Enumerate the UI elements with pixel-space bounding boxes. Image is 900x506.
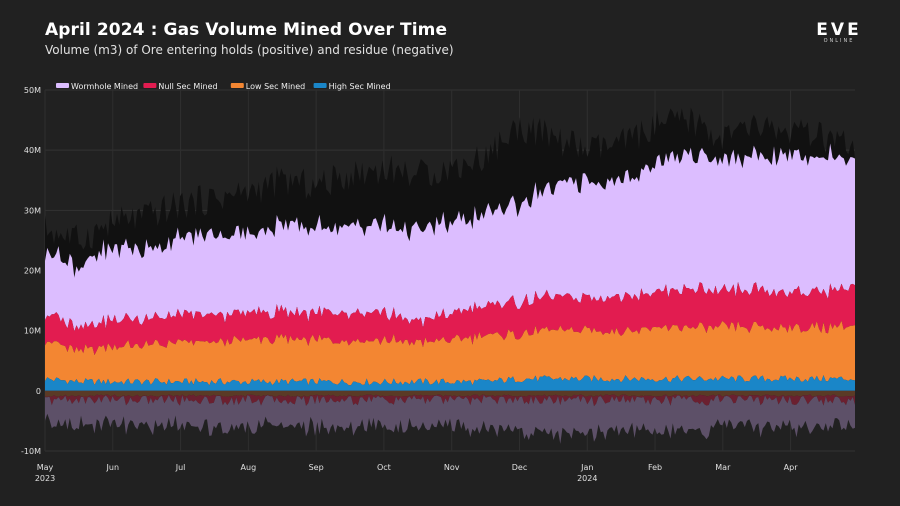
area-null-sec-mined bbox=[45, 282, 855, 356]
eve-online-logo: EVE ONLINE bbox=[812, 22, 866, 45]
legend-item: Wormhole Mined bbox=[56, 82, 138, 91]
legend-item: Null Sec Mined bbox=[143, 82, 218, 91]
legend-label: Null Sec Mined bbox=[158, 82, 217, 91]
x-tick-label: Jun bbox=[106, 463, 120, 472]
y-tick-label: 50M bbox=[24, 86, 41, 95]
legend-swatch bbox=[313, 83, 327, 88]
chart-title: April 2024 : Gas Volume Mined Over Time bbox=[45, 20, 448, 40]
x-tick-sublabel: 2024 bbox=[577, 474, 597, 483]
logo-sub-text: ONLINE bbox=[823, 38, 855, 44]
x-axis-ticks: May 2023 Jun Jul Aug Sep Oct Nov Dec Jan 2024 Feb Ma… bbox=[35, 463, 798, 483]
legend: Wormhole Mined Null Sec Mined Low Sec Mine… bbox=[56, 82, 391, 91]
area-low-sec-mined bbox=[45, 320, 855, 386]
x-tick-label: Sep bbox=[309, 463, 324, 472]
y-tick-label: 0 bbox=[36, 387, 41, 396]
legend-item: Low Sec Mined bbox=[230, 82, 305, 91]
x-tick-label: Feb bbox=[648, 463, 662, 472]
y-tick-label: 40M bbox=[24, 146, 41, 155]
legend-swatch bbox=[143, 83, 157, 88]
x-tick-label: Jul bbox=[175, 463, 186, 472]
logo-main-text: EVE bbox=[816, 20, 862, 40]
legend-swatch bbox=[56, 83, 69, 88]
area-residue-low-sec- bbox=[45, 390, 855, 397]
legend-swatch bbox=[230, 83, 244, 88]
x-tick-label: Jan bbox=[580, 463, 593, 472]
y-tick-label: 30M bbox=[24, 206, 41, 215]
y-tick-label: 20M bbox=[24, 267, 41, 276]
area-series bbox=[45, 107, 855, 444]
area-residue-null-sec- bbox=[45, 394, 855, 407]
x-tick-label: Nov bbox=[444, 463, 460, 472]
x-tick-label: Oct bbox=[377, 463, 391, 472]
legend-label: Low Sec Mined bbox=[246, 82, 305, 91]
legend-label: High Sec Mined bbox=[329, 82, 391, 91]
x-tick-label: May bbox=[37, 463, 54, 472]
chart-subtitle: Volume (m3) of Ore entering holds (posit… bbox=[45, 43, 454, 57]
y-axis-ticks: 50M 40M 30M 20M 10M 0 -10M bbox=[21, 86, 41, 456]
y-tick-label: -10M bbox=[21, 447, 41, 456]
x-tick-label: Apr bbox=[784, 463, 799, 472]
area-residue-wormhole- bbox=[45, 395, 855, 444]
area-high-sec-mined bbox=[45, 375, 855, 391]
x-tick-label: Mar bbox=[715, 463, 731, 472]
area-unaccounted bbox=[45, 107, 855, 278]
legend-label: Wormhole Mined bbox=[71, 82, 138, 91]
y-tick-label: 10M bbox=[24, 327, 41, 336]
x-tick-sublabel: 2023 bbox=[35, 474, 55, 483]
x-tick-label: Aug bbox=[241, 463, 257, 472]
legend-item: High Sec Mined bbox=[313, 82, 391, 91]
area-wormhole-mined bbox=[45, 143, 855, 332]
x-tick-label: Dec bbox=[512, 463, 527, 472]
